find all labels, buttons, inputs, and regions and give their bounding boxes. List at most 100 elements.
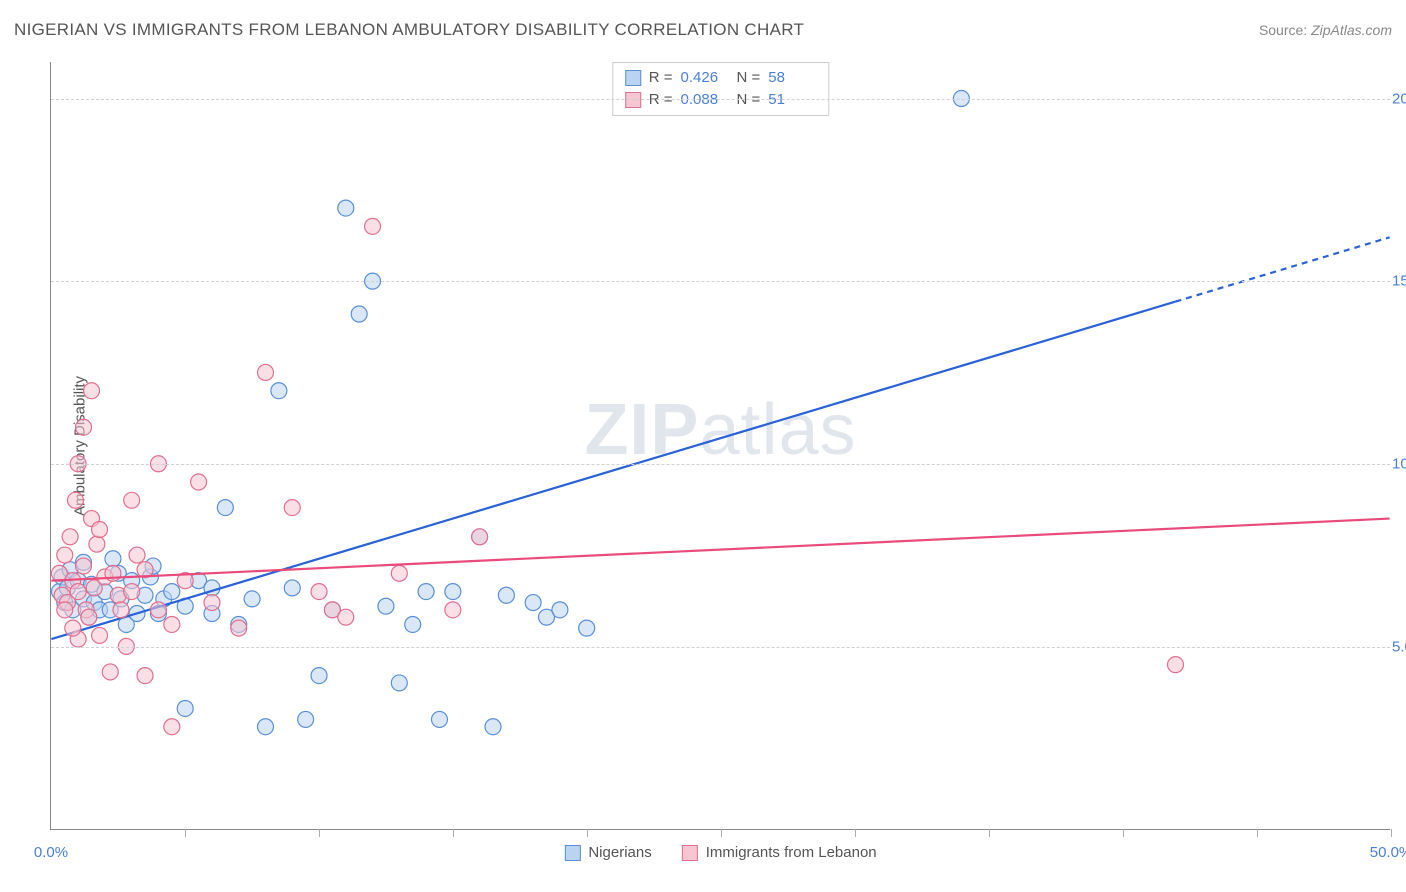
gridline <box>51 647 1390 648</box>
data-point <box>57 595 73 611</box>
data-point <box>102 664 118 680</box>
data-point <box>92 522 108 538</box>
data-point <box>244 591 260 607</box>
data-point <box>54 587 70 603</box>
data-point <box>78 602 94 618</box>
data-point <box>378 598 394 614</box>
data-point <box>118 616 134 632</box>
data-point <box>76 554 92 570</box>
x-tick <box>587 829 588 837</box>
data-point <box>539 609 555 625</box>
data-point <box>298 711 314 727</box>
data-point <box>84 383 100 399</box>
data-point <box>137 668 153 684</box>
data-point <box>102 602 118 618</box>
data-point <box>431 711 447 727</box>
data-point <box>92 627 108 643</box>
data-point <box>445 584 461 600</box>
data-point <box>525 595 541 611</box>
r-label: R = <box>649 67 673 89</box>
data-point <box>391 675 407 691</box>
source-value: ZipAtlas.com <box>1311 22 1392 38</box>
data-point <box>84 576 100 592</box>
data-point <box>70 573 86 589</box>
x-tick <box>1123 829 1124 837</box>
data-point <box>59 580 75 596</box>
regression-line <box>51 519 1389 581</box>
data-point <box>129 606 145 622</box>
legend-label: Nigerians <box>588 844 651 861</box>
data-point <box>76 558 92 574</box>
data-point <box>204 580 220 596</box>
data-point <box>86 580 102 596</box>
data-point <box>70 631 86 647</box>
data-point <box>65 620 81 636</box>
n-value: 51 <box>768 89 816 111</box>
data-point <box>124 492 140 508</box>
data-point <box>65 602 81 618</box>
n-label: N = <box>737 89 761 111</box>
data-point <box>177 573 193 589</box>
x-tick <box>989 829 990 837</box>
data-point <box>258 364 274 380</box>
source-attribution: Source: ZipAtlas.com <box>1259 22 1392 38</box>
data-point <box>1168 657 1184 673</box>
data-point <box>231 620 247 636</box>
data-point <box>70 584 86 600</box>
data-point <box>51 584 67 600</box>
data-point <box>137 562 153 578</box>
data-point <box>365 218 381 234</box>
data-point <box>164 719 180 735</box>
data-point <box>113 602 129 618</box>
data-point <box>97 569 113 585</box>
data-point <box>76 419 92 435</box>
data-point <box>113 591 129 607</box>
data-point <box>258 719 274 735</box>
data-point <box>579 620 595 636</box>
data-point <box>57 547 73 563</box>
data-point <box>552 602 568 618</box>
data-point <box>324 602 340 618</box>
x-tick <box>453 829 454 837</box>
data-point <box>472 529 488 545</box>
stats-row: R =0.088N =51 <box>625 89 817 111</box>
x-tick <box>1391 829 1392 837</box>
legend-item: Immigrants from Lebanon <box>682 844 877 861</box>
data-point <box>156 591 172 607</box>
y-tick-label: 5.0% <box>1392 639 1406 656</box>
data-point <box>217 500 233 516</box>
data-point <box>231 616 247 632</box>
data-point <box>445 602 461 618</box>
r-value: 0.088 <box>681 89 729 111</box>
data-point <box>284 500 300 516</box>
chart-title: NIGERIAN VS IMMIGRANTS FROM LEBANON AMBU… <box>14 20 804 40</box>
gridline <box>51 281 1390 282</box>
data-point <box>177 700 193 716</box>
data-point <box>57 602 73 618</box>
x-tick-label: 0.0% <box>34 844 68 861</box>
data-point <box>284 580 300 596</box>
data-point <box>76 591 92 607</box>
data-point <box>418 584 434 600</box>
legend: Nigerians Immigrants from Lebanon <box>564 844 876 861</box>
data-point <box>204 606 220 622</box>
x-tick <box>1257 829 1258 837</box>
data-point <box>62 529 78 545</box>
data-point <box>110 587 126 603</box>
x-tick <box>185 829 186 837</box>
data-point <box>84 511 100 527</box>
data-point <box>191 573 207 589</box>
n-label: N = <box>737 67 761 89</box>
legend-swatch <box>682 845 698 861</box>
gridline <box>51 464 1390 465</box>
data-point <box>81 609 97 625</box>
data-point <box>110 565 126 581</box>
data-point <box>86 595 102 611</box>
n-value: 58 <box>768 67 816 89</box>
data-point <box>324 602 340 618</box>
data-point <box>54 569 70 585</box>
data-point <box>472 529 488 545</box>
data-point <box>105 551 121 567</box>
data-point <box>271 383 287 399</box>
data-point <box>391 565 407 581</box>
